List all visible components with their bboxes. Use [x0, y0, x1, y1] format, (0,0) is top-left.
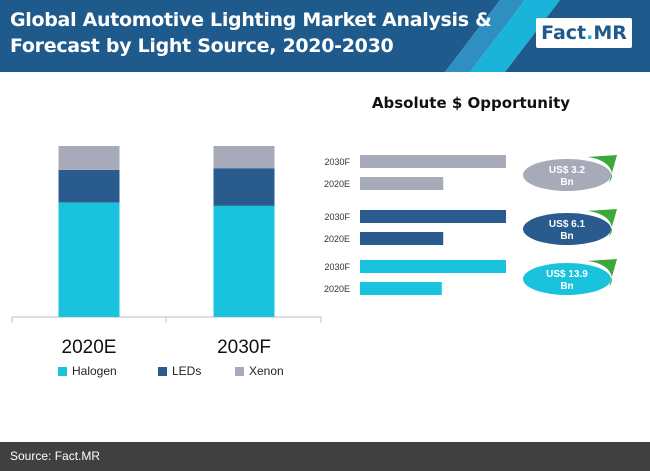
opportunity-title: Absolute $ Opportunity [372, 94, 570, 112]
opportunity-bar-label-leds-2020e: 2020E [324, 234, 350, 244]
category-label-2020e: 2020E [62, 337, 117, 358]
opportunity-unit-xenon: Bn [560, 177, 573, 188]
opportunity-bar-leds-2030f [360, 210, 506, 223]
legend-halogen: Halogen [58, 364, 117, 378]
legend-label-halogen: Halogen [72, 364, 117, 378]
header-stripe-1 [445, 0, 525, 72]
header-main-band [0, 0, 500, 72]
category-label-2030f: 2030F [217, 337, 271, 358]
bar-xenon-2030f [213, 146, 275, 169]
opportunity-arrow-xenon [587, 155, 617, 183]
opportunity-bar-xenon-2020e [360, 177, 444, 190]
footer-bar: Source: Fact.MR [0, 442, 650, 471]
page-title-line-2: Forecast by Light Source, 2020-2030 [10, 35, 394, 57]
opportunity-bubble-halogen [523, 263, 611, 295]
opportunity-bubble-leds [523, 213, 611, 245]
legend-swatch-halogen [58, 366, 67, 376]
chart-area: 2020E 2030F Absolute $ Opportunity2030F20… [11, 94, 617, 358]
opportunity-bar-halogen-2030f [360, 260, 506, 273]
opportunity-bar-halogen-2020e [360, 282, 442, 295]
opportunity-value-halogen: US$ 13.9 [546, 269, 588, 280]
bar-leds-2030f [213, 168, 275, 206]
legend-leds: LEDs [158, 364, 201, 378]
legend-swatch-leds [158, 366, 167, 376]
opportunity-bar-label-halogen-2020e: 2020E [324, 284, 350, 294]
factmr-logo: Fact.MR [536, 18, 632, 48]
opportunity-bar-xenon-2030f [360, 155, 506, 168]
opportunity-unit-leds: Bn [560, 231, 573, 242]
opportunity-unit-halogen: Bn [560, 281, 573, 292]
opportunity-bar-label-leds-2030f: 2030F [324, 212, 350, 222]
bar-leds-2020e [58, 169, 120, 203]
opportunity-bubble-xenon [523, 159, 611, 191]
legend-xenon: Xenon [235, 364, 284, 378]
header-banner: Global Automotive Lighting Market Analys… [0, 0, 650, 72]
opportunity-bar-label-xenon-2030f: 2030F [324, 157, 350, 167]
opportunity-bar-label-xenon-2020e: 2020E [324, 179, 350, 189]
source-note: Source: Fact.MR [10, 449, 101, 463]
opportunity-bar-leds-2020e [360, 232, 444, 245]
bar-halogen-2020e [58, 202, 120, 317]
opportunity-bar-label-halogen-2030f: 2030F [324, 262, 350, 272]
page-title-line-1: Global Automotive Lighting Market Analys… [10, 9, 492, 31]
bar-halogen-2030f [213, 205, 275, 317]
legend-label-leds: LEDs [172, 364, 202, 378]
legend-swatch-xenon [235, 366, 244, 376]
opportunity-arrow-halogen [587, 259, 617, 287]
opportunity-value-leds: US$ 6.1 [549, 219, 586, 230]
stacked-bar-chart: 2020E 2030F [11, 146, 322, 358]
bar-xenon-2020e [58, 146, 120, 170]
opportunity-arrow-leds [587, 209, 617, 237]
legend-label-xenon: Xenon [249, 364, 284, 378]
opportunity-value-xenon: US$ 3.2 [549, 165, 586, 176]
